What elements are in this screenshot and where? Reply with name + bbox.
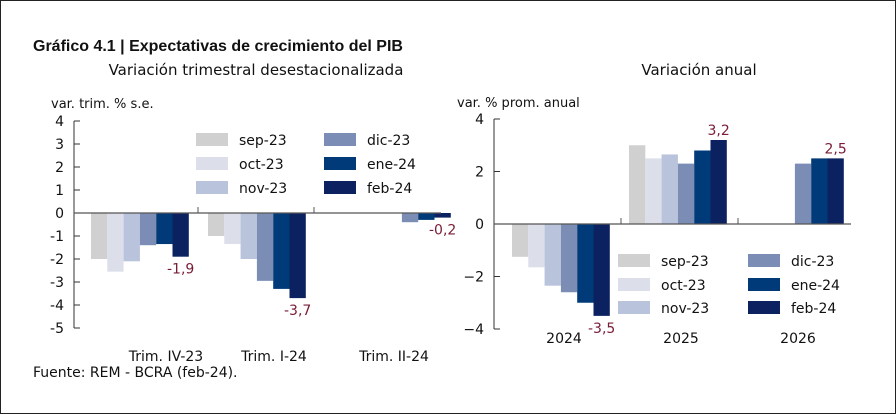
legend-label-oct-23: oct-23 [239, 157, 284, 173]
legend-swatch-oct-23 [618, 278, 650, 291]
legend-swatch-ene-24 [324, 157, 356, 170]
data-label: 3,2 [708, 123, 730, 139]
bar-nov-23-2024 [544, 224, 561, 286]
y-tick-label: -5 [50, 321, 64, 337]
bar-feb-24-Trim-I-24 [289, 213, 306, 299]
bar-feb-24-2025 [710, 140, 727, 224]
bar-sep-23-2024 [512, 224, 529, 257]
data-label: -0,2 [429, 223, 456, 239]
y-tick-label: −4 [463, 322, 484, 338]
legend-label-nov-23: nov-23 [239, 181, 287, 197]
bar-sep-23-2025 [629, 145, 646, 224]
y-tick-label: 4 [55, 114, 64, 130]
bar-oct-23-2024 [528, 224, 545, 268]
x-category-label: Trim. IV-23 [128, 349, 203, 365]
data-label: 2,5 [825, 141, 847, 157]
bar-feb-24-2024 [593, 224, 610, 316]
y-tick-label: -3 [50, 275, 64, 291]
y-tick-label: 4 [475, 112, 484, 128]
bar-nov-23-2025 [661, 154, 678, 224]
bar-ene-24-2024 [577, 224, 594, 303]
bar-ene-24-Trim-II-24 [418, 213, 435, 220]
data-label: -3,5 [588, 321, 615, 337]
bar-ene-24-2026 [811, 158, 828, 224]
x-category-label: Trim. II-24 [358, 349, 429, 365]
x-category-label: Trim. I-24 [240, 349, 307, 365]
legend-swatch-feb-24 [324, 181, 356, 194]
bar-dic-23-2024 [560, 224, 578, 293]
y-tick-label: 1 [55, 183, 64, 199]
legend-swatch-dic-23 [324, 133, 356, 146]
bar-ene-24-Trim-I-24 [273, 213, 290, 289]
chart-0-ylabel: var. trim. % s.e. [51, 97, 154, 112]
x-category-label: 2025 [663, 331, 699, 347]
x-category-label: 2024 [546, 331, 582, 347]
legend-label-dic-23: dic-23 [791, 254, 834, 270]
bar-nov-23-Trim-IV-23 [123, 213, 140, 262]
bar-dic-23-2026 [794, 163, 812, 224]
legend-label-ene-24: ene-24 [791, 278, 840, 294]
legend-swatch-sep-23 [196, 133, 228, 146]
legend-label-nov-23: nov-23 [661, 301, 709, 317]
bar-dic-23-Trim-IV-23 [139, 213, 157, 246]
figure-title: Gráfico 4.1 | Expectativas de crecimient… [33, 38, 403, 55]
legend-swatch-sep-23 [618, 254, 650, 267]
chart-1-ylabel: var. % prom. anual [457, 96, 580, 111]
legend-swatch-feb-24 [748, 301, 780, 314]
bar-dic-23-2025 [677, 163, 695, 224]
y-tick-label: 0 [475, 217, 484, 233]
legend-swatch-ene-24 [748, 278, 780, 291]
legend-label-sep-23: sep-23 [661, 254, 709, 270]
chart-0-title: Variación trimestral desestacionalizada [109, 61, 404, 79]
bar-feb-24-Trim-IV-23 [172, 213, 189, 257]
legend-label-sep-23: sep-23 [239, 133, 287, 149]
bar-feb-24-2026 [827, 158, 844, 224]
data-label: -3,7 [284, 303, 311, 319]
source-note: Fuente: REM - BCRA (feb-24). [33, 365, 238, 381]
legend-swatch-nov-23 [618, 301, 650, 314]
bar-sep-23-Trim-I-24 [208, 213, 225, 236]
y-tick-label: -2 [50, 252, 64, 268]
x-category-label: 2026 [780, 331, 816, 347]
bar-ene-24-Trim-IV-23 [156, 213, 173, 245]
bar-feb-24-Trim-II-24 [434, 213, 451, 218]
bar-sep-23-Trim-IV-23 [91, 213, 108, 259]
legend-swatch-nov-23 [196, 181, 228, 194]
bar-oct-23-Trim-IV-23 [107, 213, 124, 272]
bar-nov-23-Trim-I-24 [240, 213, 257, 259]
chart-1-title: Variación anual [641, 61, 756, 79]
y-tick-label: 3 [55, 137, 64, 153]
legend-swatch-dic-23 [748, 254, 780, 267]
data-label: -1,9 [167, 262, 194, 278]
bar-oct-23-2025 [645, 158, 662, 224]
y-tick-label: 2 [55, 160, 64, 176]
bar-dic-23-Trim-I-24 [256, 213, 274, 281]
y-tick-label: 2 [475, 165, 484, 181]
y-tick-label: −2 [463, 270, 484, 286]
y-tick-label: -4 [50, 298, 64, 314]
legend-label-dic-23: dic-23 [367, 133, 410, 149]
bar-dic-23-Trim-II-24 [401, 213, 419, 223]
legend-label-ene-24: ene-24 [367, 157, 416, 173]
legend-label-feb-24: feb-24 [367, 181, 412, 197]
legend-swatch-oct-23 [196, 157, 228, 170]
y-tick-label: 0 [55, 206, 64, 222]
legend-label-oct-23: oct-23 [661, 278, 706, 294]
bar-oct-23-Trim-I-24 [224, 213, 241, 245]
legend-label-feb-24: feb-24 [791, 301, 836, 317]
y-tick-label: -1 [50, 229, 64, 245]
bar-ene-24-2025 [694, 150, 711, 224]
